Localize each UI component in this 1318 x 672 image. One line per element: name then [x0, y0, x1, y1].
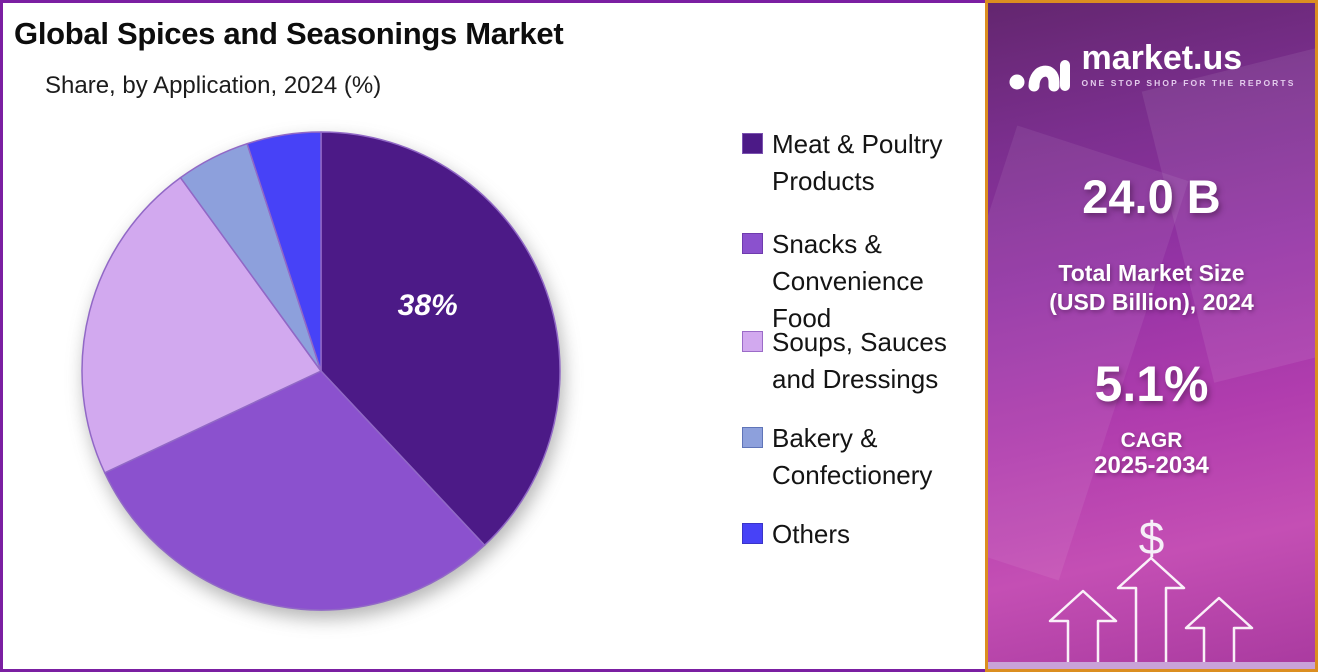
panel-bottom-strip	[988, 662, 1315, 669]
legend-label: Soups, Sauces and Dressings	[772, 327, 947, 394]
legend-item-meat-poultry-products: Meat & Poultry Products	[742, 126, 943, 200]
legend-swatch	[742, 233, 763, 254]
page-title: Global Spices and Seasonings Market	[14, 16, 564, 51]
brand-tagline: ONE STOP SHOP FOR THE REPORTS	[1081, 77, 1296, 88]
market-size-value: 24.0 B	[1082, 170, 1221, 223]
market-size-label: Total Market Size (USD Billion), 2024	[988, 259, 1315, 317]
page-subtitle: Share, by Application, 2024 (%)	[45, 72, 382, 99]
legend-swatch	[742, 427, 763, 448]
legend-label: Bakery & Confectionery	[772, 423, 933, 490]
marketus-logo-icon	[1009, 60, 1070, 92]
pie-chart: 38%	[81, 131, 561, 611]
legend-item-soups-sauces-and-dressings: Soups, Sauces and Dressings	[742, 324, 947, 398]
pie-slice-others	[246, 131, 322, 372]
legend-swatch	[742, 331, 763, 352]
legend-swatch	[742, 133, 763, 154]
cagr-label: CAGR	[1120, 429, 1183, 452]
legend-label: Snacks & Convenience Food	[772, 229, 924, 333]
pie-slice-meat-poultry-products	[320, 131, 561, 546]
pie-data-label: 38%	[398, 289, 458, 322]
market-size-label-line2: (USD Billion), 2024	[1049, 289, 1254, 315]
legend-label: Others	[772, 519, 851, 549]
growth-arrows-icon	[1048, 557, 1254, 662]
cagr-range: 2025-2034	[1094, 452, 1209, 479]
legend-item-others: Others	[742, 516, 850, 553]
pie-slice-snacks-convenience-food	[104, 370, 486, 611]
brand-text: market.us ONE STOP SHOP FOR THE REPORTS	[1082, 41, 1296, 88]
dollar-icon: $	[1138, 512, 1165, 564]
brand-name: market.us	[1081, 38, 1243, 77]
brand: market.us ONE STOP SHOP FOR THE REPORTS	[988, 35, 1315, 93]
pie-slice-soups-sauces-and-dressings	[81, 176, 322, 474]
legend-label: Meat & Poultry Products	[772, 129, 943, 196]
legend-swatch	[742, 523, 763, 544]
chart-legend: Meat & Poultry Products Snacks & Convenienc…	[742, 0, 982, 672]
legend-item-bakery-confectionery: Bakery & Confectionery	[742, 420, 932, 494]
market-size-label-line1: Total Market Size	[1058, 260, 1245, 286]
right-panel: market.us ONE STOP SHOP FOR THE REPORTS …	[985, 0, 1318, 672]
cagr-value: 5.1%	[1094, 356, 1209, 412]
legend-item-snacks-convenience-food: Snacks & Convenience Food	[742, 226, 924, 337]
